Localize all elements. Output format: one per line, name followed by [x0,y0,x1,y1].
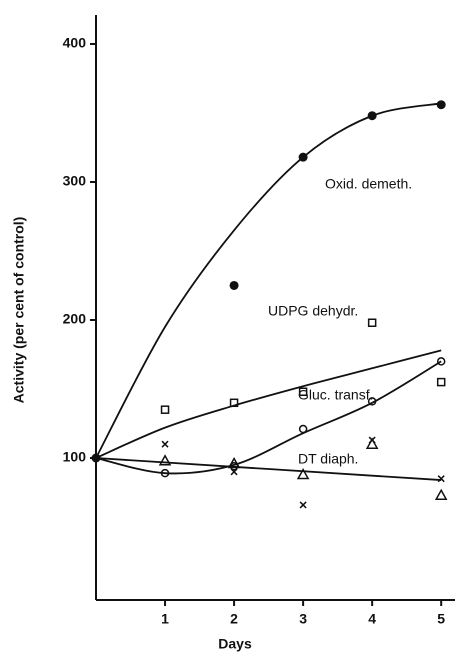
point [161,440,169,448]
point [298,152,308,162]
point [298,424,308,434]
x-tick-label: 4 [368,611,376,627]
point [160,468,170,478]
point [158,454,172,466]
point [436,100,446,110]
y-axis-label: Activity (per cent of control) [11,217,27,404]
point [160,405,170,414]
point [367,318,377,328]
curve-label: DT diaph. [298,451,358,467]
point [296,468,310,480]
fit-curve [95,457,442,481]
point [434,488,448,501]
curve-label: Gluc. transf. [298,387,373,403]
point [368,436,376,444]
y-tick-label: 300 [63,173,87,189]
y-tick-label: 100 [63,449,87,465]
point [436,377,446,387]
point [367,397,377,406]
fit-curve [95,360,442,475]
point [230,468,238,476]
y-tick-label: 200 [63,311,87,327]
point [229,398,239,408]
x-tick-label: 5 [437,611,445,627]
x-axis-label: Days [218,636,252,652]
x-tick-label: 1 [161,611,169,627]
point [298,387,308,397]
x-tick-label: 3 [299,611,307,627]
point [229,280,239,290]
point [299,501,307,509]
point [436,357,446,366]
fit-curve [95,349,442,459]
fit-curve [95,102,442,459]
curve-label: UDPG dehydr. [268,303,358,319]
point [365,437,379,449]
point [437,475,445,483]
x-tick-label: 2 [230,611,238,627]
y-tick-label: 400 [63,35,87,51]
curve-label: Oxid. demeth. [325,176,412,192]
point [367,111,377,121]
